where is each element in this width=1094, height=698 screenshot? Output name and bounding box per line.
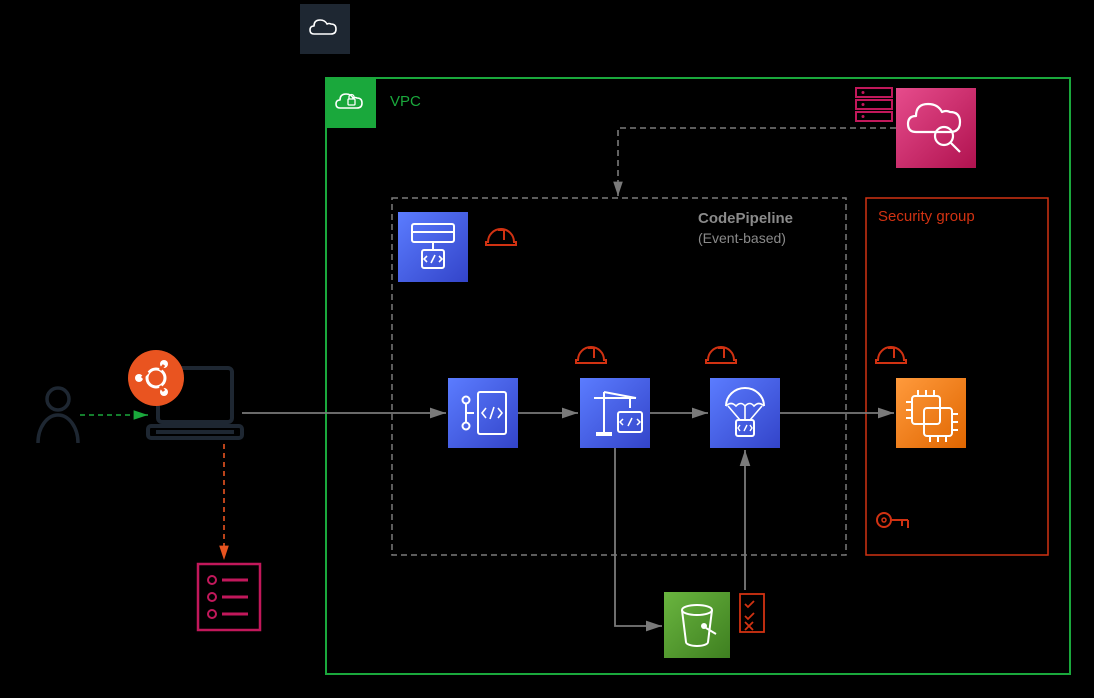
codepipeline-subtitle: (Event-based) xyxy=(698,230,786,246)
servers-icon xyxy=(856,88,892,121)
codepipeline-title: CodePipeline xyxy=(698,210,793,227)
cloud-search-service-icon xyxy=(896,88,976,168)
edge-codebuild-to-s3 xyxy=(615,448,662,626)
ubuntu-icon xyxy=(128,350,184,406)
security-group-boundary xyxy=(866,198,1048,555)
user-icon xyxy=(38,388,78,443)
security-group-label: Security group xyxy=(878,208,975,225)
s3-service-icon xyxy=(664,592,730,658)
codecommit-service-icon xyxy=(448,378,518,448)
hardhat-icon xyxy=(876,347,906,363)
hardhat-icon xyxy=(486,229,516,245)
key-icon xyxy=(877,513,908,528)
codedeploy-service-icon xyxy=(710,378,780,448)
architecture-diagram: VPC CodePipeline (Event-based) Security … xyxy=(0,0,1094,698)
hardhat-icon xyxy=(576,347,606,363)
cloud-badge-icon xyxy=(300,4,350,54)
edge-cloudsearch-to-pipeline xyxy=(618,128,896,196)
checklist-status-icon xyxy=(740,594,764,632)
ec2-service-icon xyxy=(896,378,966,448)
cloud9-service-icon xyxy=(398,212,468,282)
hardhat-icon xyxy=(706,347,736,363)
checklist-icon xyxy=(198,564,260,630)
codebuild-service-icon xyxy=(580,378,650,448)
vpc-badge-icon xyxy=(326,78,376,128)
vpc-label: VPC xyxy=(390,93,421,110)
